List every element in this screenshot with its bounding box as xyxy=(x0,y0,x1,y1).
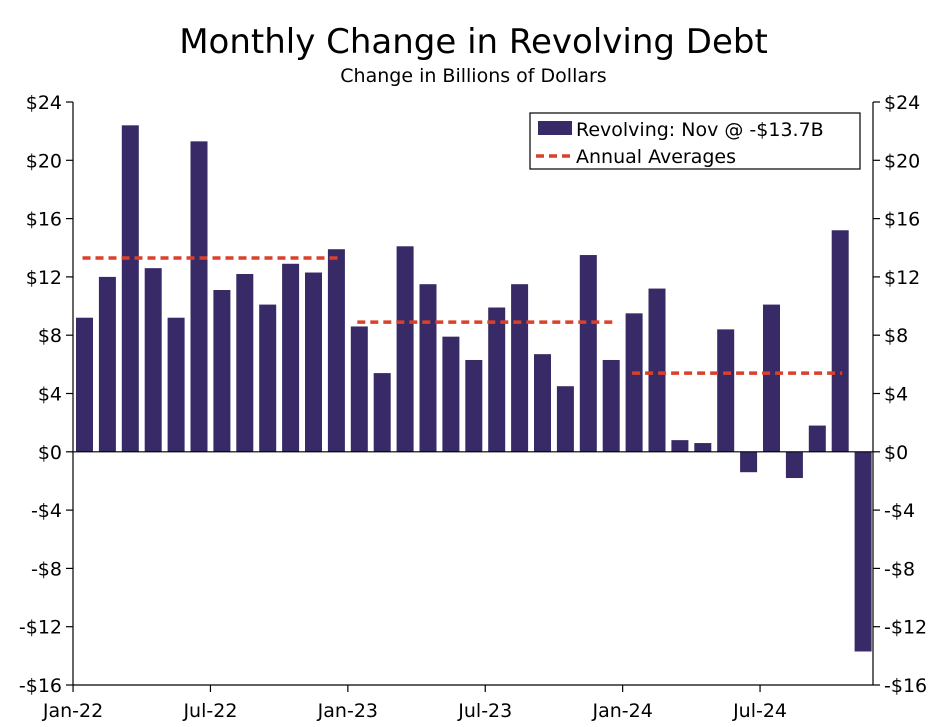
bar-jun-22 xyxy=(190,141,208,452)
bar-oct-22 xyxy=(282,263,300,452)
bars-layer xyxy=(76,125,872,652)
bar-apr-22 xyxy=(144,268,162,452)
bar-oct-24 xyxy=(831,230,849,452)
bar-dec-22 xyxy=(327,249,345,452)
bar-sep-23 xyxy=(534,354,551,452)
left-y-tick-label: -$4 xyxy=(31,500,62,522)
right-y-tick-label: $4 xyxy=(884,384,908,406)
left-y-tick-label: -$8 xyxy=(31,558,62,580)
bar-mar-24 xyxy=(671,440,689,452)
x-tick-label-jan-23: Jan-23 xyxy=(317,700,378,722)
right-y-tick-label: -$16 xyxy=(884,675,927,697)
bar-sep-24 xyxy=(808,425,826,452)
bar-jun-23 xyxy=(465,359,483,452)
bar-mar-22 xyxy=(121,125,139,452)
bar-nov-23 xyxy=(579,255,597,452)
bar-jan-24 xyxy=(625,313,643,452)
right-y-tick-label: $20 xyxy=(884,150,920,172)
legend-label-revolving: Revolving: Nov @ -$13.7B xyxy=(576,119,824,141)
bar-jul-24 xyxy=(763,304,780,452)
left-y-tick-label: $24 xyxy=(26,92,62,114)
bar-apr-23 xyxy=(419,284,437,452)
right-y-tick-label: $16 xyxy=(884,209,920,231)
bar-sep-22 xyxy=(259,304,277,452)
left-y-tick-label: $8 xyxy=(38,325,62,347)
bar-jan-23 xyxy=(350,326,368,452)
left-y-tick-label: $0 xyxy=(38,442,62,464)
bar-nov-22 xyxy=(305,272,322,452)
annual-average-layer xyxy=(82,256,843,375)
x-tick-label-jul-24: Jul-24 xyxy=(732,700,787,722)
bar-aug-23 xyxy=(511,284,529,452)
legend-swatch-revolving xyxy=(538,121,572,135)
left-y-tick-label: -$16 xyxy=(19,675,62,697)
bar-feb-24 xyxy=(648,288,666,452)
bar-may-22 xyxy=(167,317,185,452)
legend-box xyxy=(529,112,861,170)
right-y-tick-label: -$8 xyxy=(884,558,915,580)
bar-apr-24 xyxy=(694,443,712,452)
bar-may-24 xyxy=(717,329,735,452)
bar-jul-23 xyxy=(488,307,506,452)
bar-jan-22 xyxy=(76,317,93,452)
axes-layer: $24 $24 $20 $20 $16 $16 $12 $12 $8 $8 $4 $4 $0 $0 -$4 -… xyxy=(19,92,927,722)
bar-feb-22 xyxy=(98,276,116,452)
bar-may-23 xyxy=(442,336,460,452)
bar-jun-24 xyxy=(740,451,758,473)
right-y-tick-label: $24 xyxy=(884,92,920,114)
x-tick-label-jan-24: Jan-24 xyxy=(591,700,652,722)
left-y-tick-label: $4 xyxy=(38,384,62,406)
right-y-tick-label: $12 xyxy=(884,267,920,289)
bar-mar-23 xyxy=(396,246,414,452)
bar-oct-23 xyxy=(556,386,574,452)
x-tick-label-jul-22: Jul-22 xyxy=(182,700,237,722)
bar-aug-24 xyxy=(785,451,803,479)
bar-nov-24 xyxy=(854,451,872,652)
x-tick-label-jan-22: Jan-22 xyxy=(42,700,103,722)
chart-title: Monthly Change in Revolving Debt xyxy=(179,22,768,62)
chart-subtitle: Change in Billions of Dollars xyxy=(340,65,607,87)
x-tick-label-jul-23: Jul-23 xyxy=(457,700,512,722)
bar-aug-22 xyxy=(236,273,254,452)
bar-feb-23 xyxy=(373,373,391,452)
left-y-tick-label: $20 xyxy=(26,150,62,172)
left-y-tick-label: $12 xyxy=(26,267,62,289)
legend: Revolving: Nov @ -$13.7B Annual Averages xyxy=(529,112,861,170)
right-y-tick-label: $8 xyxy=(884,325,908,347)
bar-dec-23 xyxy=(602,359,620,452)
right-y-tick-label: -$4 xyxy=(884,500,915,522)
bar-jul-22 xyxy=(213,290,231,452)
left-y-tick-label: $16 xyxy=(26,209,62,231)
right-y-tick-label: $0 xyxy=(884,442,908,464)
left-y-tick-label: -$12 xyxy=(19,617,62,639)
legend-label-annual-averages: Annual Averages xyxy=(576,146,736,168)
right-y-tick-label: -$12 xyxy=(884,617,927,639)
